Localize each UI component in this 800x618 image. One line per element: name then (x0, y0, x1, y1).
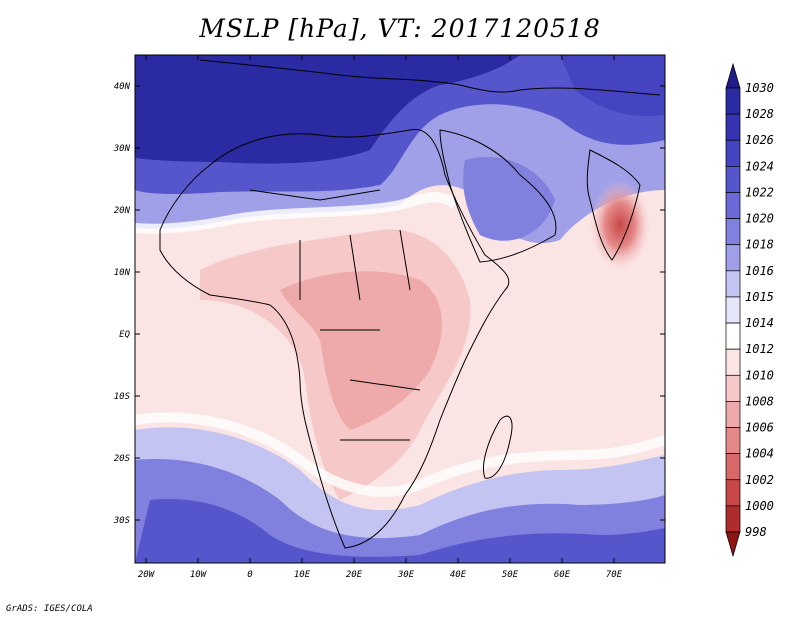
colorbar-box (725, 479, 741, 507)
asia-high-core (560, 55, 665, 117)
colorbar-label: 1008 (745, 394, 774, 408)
colorbar-box (725, 192, 741, 219)
madagascar-outline (483, 415, 513, 479)
northern-high-inner (135, 55, 520, 164)
lon-label: 0 (247, 570, 252, 580)
plot-frame (134, 54, 666, 564)
credit-text: GrADS: IGES/COLA (6, 604, 93, 614)
colorbar-box (725, 322, 741, 350)
colorbar-box (725, 374, 741, 402)
colorbar-label: 1014 (745, 316, 774, 330)
lon-label: 20E (346, 570, 363, 580)
band-1014-north (135, 192, 459, 234)
colorbar-label: 1020 (745, 212, 774, 226)
colorbar: 1030 1028 1026 1024 1022 1020 1018 1016 1015 1014… (725, 62, 774, 558)
colorbar-label: 1010 (745, 368, 774, 382)
europe-outline (199, 59, 661, 96)
colorbar-box (725, 296, 741, 324)
colorbar-box (725, 505, 741, 533)
colorbar-label: 1012 (745, 342, 774, 356)
lon-label: 70E (606, 570, 623, 580)
lat-label: 30S (113, 516, 131, 526)
lat-label: 40N (114, 82, 131, 92)
colorbar-label: 1006 (745, 421, 774, 435)
colorbar-box (725, 166, 741, 193)
lon-label: 20W (138, 570, 156, 580)
colorbar-box (725, 87, 741, 115)
colorbar-label: 1018 (745, 238, 774, 252)
colorbar-label: 1024 (745, 159, 774, 173)
lon-label: 10E (294, 570, 311, 580)
colorbar-box (725, 427, 741, 454)
india-low (590, 180, 650, 270)
axes: 40N 30N 20N 10N EQ 10S 20S 30S 20W 10W 0 10E 20E 30E 4… (113, 55, 665, 580)
india-outline (586, 149, 641, 261)
colorbar-label: 1022 (745, 185, 774, 199)
southern-high-inner (135, 499, 665, 563)
interior-borders (249, 189, 421, 441)
colorbar-label: 1015 (745, 290, 774, 304)
colorbar-label: 1004 (745, 447, 774, 461)
lon-label: 60E (554, 570, 571, 580)
colorbar-box (725, 453, 741, 481)
lon-label: 30E (397, 570, 415, 580)
lat-label: 20S (114, 454, 131, 464)
lon-label: 50E (502, 570, 519, 580)
colorbar-box (725, 348, 741, 376)
colorbar-label: 998 (745, 525, 767, 539)
pressure-field (135, 55, 665, 563)
colorbar-label: 1030 (745, 81, 774, 95)
colorbar-box (725, 270, 741, 298)
colorbar-box (725, 139, 741, 167)
colorbar-label: 1028 (745, 107, 774, 121)
lon-label: 40E (450, 570, 467, 580)
colorbar-box (725, 218, 741, 246)
equatorial-low-core (280, 271, 442, 430)
colorbar-box (725, 401, 741, 428)
colorbar-arrow-bottom (725, 531, 741, 558)
arabia-outline (439, 129, 557, 263)
africa-outline (159, 128, 510, 549)
band-1014-south (135, 412, 665, 497)
colorbar-label: 1000 (745, 499, 774, 513)
lat-label: EQ (119, 330, 130, 340)
map-title: MSLP [hPa], VT: 2017120518 (199, 14, 601, 43)
lat-label: 30N (113, 144, 131, 154)
colorbar-label: 1026 (745, 133, 774, 147)
arabian-high (463, 156, 555, 241)
lon-label: 10W (190, 570, 208, 580)
colorbar-box (725, 113, 741, 141)
lat-label: 10S (114, 392, 131, 402)
lat-label: 20N (114, 206, 131, 216)
colorbar-box (725, 244, 741, 272)
colorbar-label: 1016 (745, 264, 774, 278)
coastlines (159, 59, 661, 549)
lat-label: 10N (114, 268, 131, 278)
colorbar-arrow-top (725, 62, 741, 89)
colorbar-label: 1002 (745, 473, 774, 487)
